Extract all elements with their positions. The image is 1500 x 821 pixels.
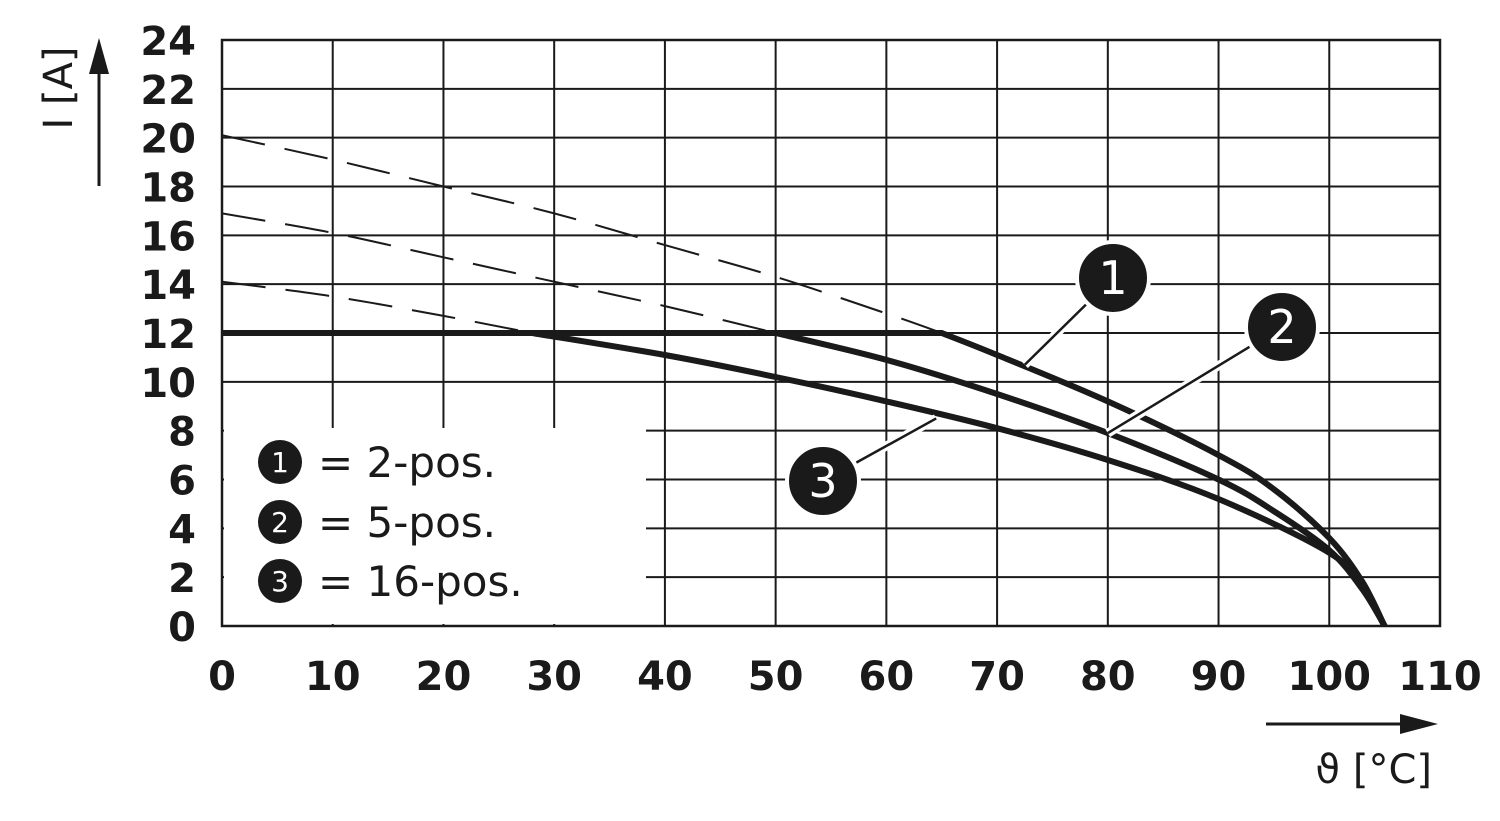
legend-marker-number-1: 1 <box>271 446 289 479</box>
legend-entry-1: = 2-pos. <box>318 438 496 487</box>
marker-leaders <box>854 301 1252 467</box>
y-tick-label-22: 22 <box>140 68 196 114</box>
y-tick-label-16: 16 <box>140 214 196 260</box>
series-markers: 1 2 3 <box>785 240 1320 519</box>
x-tick-label-40: 40 <box>637 654 693 700</box>
series-marker-number-2: 2 <box>1267 300 1296 354</box>
legend-marker-number-3: 3 <box>271 565 289 598</box>
curves <box>222 134 1388 626</box>
x-axis-arrowhead-icon <box>1400 714 1438 734</box>
y-tick-label-14: 14 <box>140 263 196 309</box>
y-tick-label-10: 10 <box>140 361 196 407</box>
legend: 1 = 2-pos. 2 = 5-pos. 3 = 16-pos. <box>224 428 646 624</box>
x-tick-label-60: 60 <box>859 654 915 700</box>
x-tick-label-110: 110 <box>1398 654 1482 700</box>
x-tick-label-20: 20 <box>416 654 472 700</box>
legend-entry-2: = 5-pos. <box>318 498 496 547</box>
series-1-curve <box>938 330 1388 626</box>
y-tick-label-18: 18 <box>140 166 196 212</box>
legend-marker-3 <box>258 559 302 603</box>
y-tick-label-4: 4 <box>168 507 196 553</box>
y-tick-label-24: 24 <box>140 19 196 65</box>
x-tick-label-10: 10 <box>305 654 361 700</box>
x-tick-label-90: 90 <box>1191 654 1247 700</box>
x-tick-label-0: 0 <box>208 654 236 700</box>
legend-marker-number-2: 2 <box>271 506 289 539</box>
series-marker-number-1: 1 <box>1098 251 1127 305</box>
series-marker-3 <box>785 443 861 519</box>
y-axis-label: I [A] <box>36 46 82 129</box>
leader-line-3 <box>855 417 937 464</box>
series-2-dashed-curve <box>222 212 776 334</box>
legend-marker-2 <box>258 500 302 544</box>
x-tick-labels: 0 10 20 30 40 50 60 70 80 90 100 110 <box>208 654 1482 700</box>
y-tick-label-2: 2 <box>168 556 196 602</box>
x-tick-label-80: 80 <box>1080 654 1136 700</box>
leader-line-2 <box>1107 345 1251 435</box>
x-tick-label-30: 30 <box>526 654 582 700</box>
legend-marker-1 <box>258 440 302 484</box>
legend-entry-3: = 16-pos. <box>318 557 523 606</box>
y-axis-arrowhead-icon <box>89 38 109 74</box>
y-tick-label-12: 12 <box>140 312 196 358</box>
leader-line-1 <box>1023 303 1087 366</box>
series-3-dashed-curve <box>222 280 533 334</box>
y-tick-label-0: 0 <box>168 605 196 651</box>
series-1-dashed-curve <box>222 134 943 334</box>
x-axis-title: ϑ [°C] <box>1266 714 1438 793</box>
x-axis-label: ϑ [°C] <box>1315 747 1432 793</box>
series-marker-1 <box>1075 240 1151 316</box>
y-axis-title: I [A] <box>36 38 109 186</box>
x-tick-label-50: 50 <box>748 654 804 700</box>
x-tick-label-100: 100 <box>1288 654 1372 700</box>
y-tick-label-8: 8 <box>168 410 196 456</box>
series-3-curve <box>529 330 1388 626</box>
series-marker-2 <box>1244 289 1320 365</box>
x-tick-label-70: 70 <box>969 654 1025 700</box>
series-marker-number-3: 3 <box>808 454 837 508</box>
y-tick-label-20: 20 <box>140 117 196 163</box>
y-tick-label-6: 6 <box>168 459 196 505</box>
